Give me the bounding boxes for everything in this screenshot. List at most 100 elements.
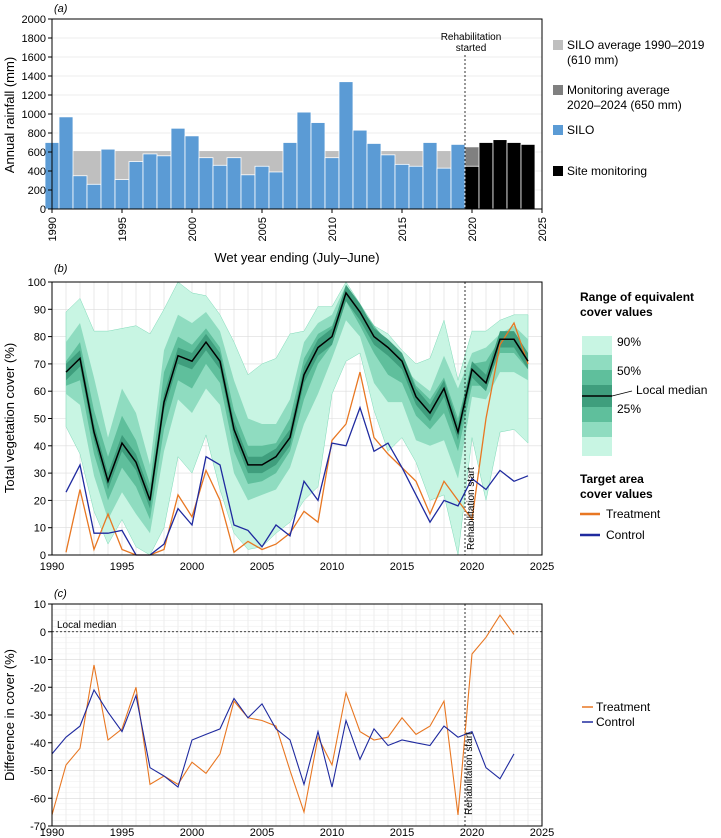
bar-silo-2000 (184, 135, 200, 210)
bar-silo-2016 (408, 165, 424, 210)
legend-label-50: 50% (617, 364, 641, 378)
bar-silo-2005 (254, 165, 270, 210)
y-tick-label: 90 (34, 304, 46, 316)
bar-site-monitoring-2023 (506, 142, 522, 210)
legend-swatch-silo (553, 125, 563, 135)
y-axis-label: Total vegetation cover (%) (2, 343, 17, 493)
bar-silo-2010 (324, 157, 340, 210)
y-tick-label: -60 (30, 793, 46, 805)
y-axis-label: Difference in cover (%) (2, 649, 17, 781)
bar-silo-2006 (268, 171, 284, 210)
legend-label-monitoring-average-line2: 2020–2024 (650 mm) (567, 98, 682, 112)
bar-silo-1997 (142, 153, 158, 210)
bar-silo-2012 (352, 129, 368, 210)
bar-silo-2004 (240, 174, 256, 210)
difference-in-cover-chart: (c) 10 0 -10 -20 -30 -40 -50 -60 -70 1990 1995 200… (2, 588, 651, 838)
legend-label-treatment: Treatment (606, 507, 661, 521)
x-tick-label: 2000 (187, 217, 199, 241)
legend-swatch-monitoring-average (553, 85, 563, 95)
y-tick-label: 10 (34, 523, 46, 535)
bar-site-monitoring-2020 (464, 165, 480, 210)
bar-silo-1994 (100, 148, 116, 210)
bar-silo-2011 (338, 81, 354, 210)
x-tick-label: 2010 (327, 217, 339, 241)
legend-swatch-silo-average (553, 40, 563, 50)
y-tick-label: 60 (34, 386, 46, 398)
y-tick-label: -20 (30, 682, 46, 694)
vegetation-cover-chart: (b) 0 10 20 30 40 50 60 70 80 90 100 1990 1995 2000 2… (2, 263, 707, 573)
legend-label-site-monitoring: Site monitoring (567, 164, 647, 178)
bar-site-monitoring-2022 (492, 139, 508, 210)
x-tick-label: 2005 (257, 217, 269, 241)
bar-site-monitoring-2021 (478, 142, 494, 210)
y-tick-label: -50 (30, 766, 46, 778)
target-legend-title-line1: Target area (580, 472, 644, 486)
y-axis-label: Annual rainfall (mm) (2, 57, 17, 173)
y-tick-label: 50 (34, 414, 46, 426)
y-tick-label: 1600 (22, 52, 46, 64)
bar-silo-2008 (296, 111, 312, 210)
bar-silo-2018 (436, 167, 452, 210)
x-tick-label: 1995 (110, 827, 134, 838)
x-tick-label: 2020 (467, 217, 479, 241)
x-tick-label: 2015 (390, 561, 414, 573)
x-tick-label: 1995 (110, 561, 134, 573)
band-inner (66, 284, 528, 509)
series-local-median (65, 291, 529, 501)
bar-silo-1996 (128, 161, 144, 210)
bar-silo-2019 (450, 143, 466, 210)
x-tick-label: 2005 (250, 827, 274, 838)
y-tick-label: 2000 (22, 14, 46, 26)
bar-silo-1991 (58, 116, 74, 210)
x-tick-label: 2000 (180, 561, 204, 573)
target-legend-title-line2: cover values (580, 487, 653, 501)
legend-median-leader (611, 390, 633, 397)
panel-b-label: (b) (54, 263, 68, 275)
y-tick-label: 1000 (22, 109, 46, 121)
legend-label-control: Control (606, 528, 645, 542)
legend-label-monitoring-average-line1: Monitoring average (567, 83, 670, 97)
y-tick-label: 1200 (22, 90, 46, 102)
legend-title-line1: Range of equivalent (580, 290, 694, 304)
bar-site-monitoring-2024 (520, 143, 536, 210)
series-control (51, 688, 515, 789)
x-tick-label: 2005 (250, 561, 274, 573)
rehabilitation-annotation-line2: started (456, 43, 487, 54)
x-tick-label: 1990 (47, 217, 59, 241)
x-tick-label: 2025 (530, 561, 554, 573)
bar-silo-2013 (366, 143, 382, 210)
local-median-reference-label: Local median (57, 620, 116, 631)
y-tick-label: 40 (34, 441, 46, 453)
rehabilitation-annotation-line1: Rehabilitation (441, 32, 502, 43)
bar-silo-1998 (156, 155, 172, 210)
legend-label-90: 90% (617, 335, 641, 349)
y-tick-label: 0 (40, 550, 46, 562)
y-tick-label: 1800 (22, 33, 46, 45)
legend: Range of equivalent cover values 90% 50%… (580, 290, 707, 542)
legend-title-line2: cover values (580, 305, 653, 319)
legend-swatch-site-monitoring (553, 166, 563, 176)
y-tick-label: 800 (28, 128, 46, 140)
panel-a-label: (a) (54, 3, 68, 15)
y-tick-label: 20 (34, 495, 46, 507)
bar-silo-2014 (380, 154, 396, 210)
y-tick-label: 0 (40, 204, 46, 216)
bar-silo-2002 (212, 164, 228, 210)
y-tick-label: 400 (28, 166, 46, 178)
y-tick-label: 600 (28, 147, 46, 159)
x-tick-label: 2020 (460, 827, 484, 838)
bar-silo-1995 (114, 179, 130, 210)
x-axis-label: Wet year ending (July–June) (214, 250, 379, 265)
bar-silo-2003 (226, 157, 242, 210)
rainfall-chart: (a) 0 200 400 600 800 1000 1200 1400 1600 1800 200… (2, 3, 705, 265)
x-tick-label: 1990 (40, 561, 64, 573)
legend-label-local-median: Local median (636, 383, 707, 397)
legend-label-25: 25% (617, 402, 641, 416)
panel-c-label: (c) (54, 588, 67, 600)
x-tick-label: 2020 (460, 561, 484, 573)
y-tick-label: 100 (28, 277, 46, 289)
x-tick-label: 2025 (530, 827, 554, 838)
bar-silo-2015 (394, 163, 410, 210)
y-tick-label: 70 (34, 359, 46, 371)
x-tick-label: 2010 (320, 827, 344, 838)
